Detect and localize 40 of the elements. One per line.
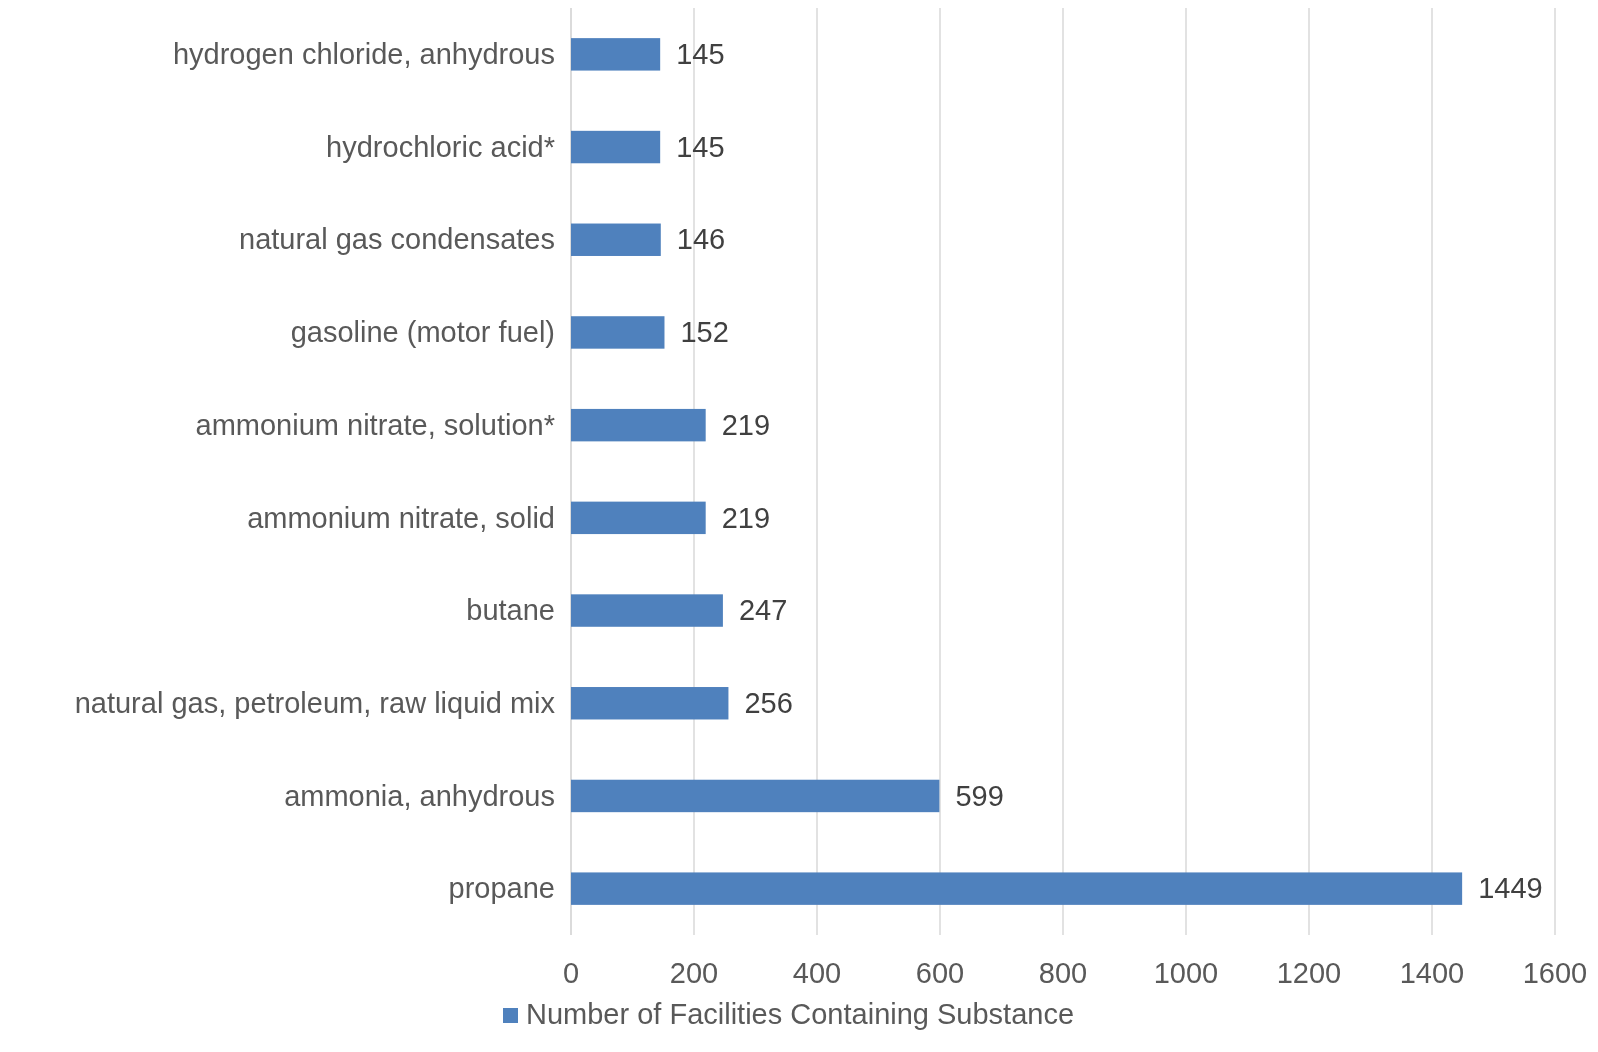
x-tick-label: 400 bbox=[792, 957, 842, 989]
x-tick-label: 600 bbox=[915, 957, 965, 989]
bar bbox=[571, 316, 665, 349]
bar bbox=[571, 779, 940, 813]
legend-label: Number of Facilities Containing Substance bbox=[526, 997, 1075, 1030]
y-tick-label: ammonia, anhydrous bbox=[284, 779, 555, 812]
x-tick-label: 1600 bbox=[1522, 957, 1588, 989]
data-label: 152 bbox=[680, 316, 729, 349]
x-tick-label: 1200 bbox=[1276, 957, 1342, 989]
bar bbox=[571, 408, 706, 442]
bar bbox=[571, 594, 723, 627]
bar bbox=[571, 223, 661, 256]
x-tick-label: 0 bbox=[562, 957, 580, 989]
bar bbox=[571, 501, 706, 535]
data-label: 146 bbox=[676, 223, 726, 256]
x-tick-label: 800 bbox=[1038, 957, 1088, 989]
y-tick-label: propane bbox=[448, 872, 555, 905]
y-tick-label: hydrogen chloride, anhydrous bbox=[172, 38, 555, 71]
y-tick-label: hydrochloric acid* bbox=[326, 130, 555, 163]
bar bbox=[571, 687, 729, 720]
x-tick-label: 200 bbox=[669, 957, 719, 989]
y-tick-label: butane bbox=[466, 594, 555, 627]
y-tick-label: ammonium nitrate, solution* bbox=[195, 408, 555, 441]
bar bbox=[571, 872, 1463, 905]
y-tick-label: gasoline (motor fuel) bbox=[290, 316, 555, 349]
data-label: 145 bbox=[676, 38, 725, 71]
y-tick-label: natural gas, petroleum, raw liquid mix bbox=[74, 686, 556, 719]
y-tick-label: natural gas condensates bbox=[239, 223, 555, 256]
data-label: 247 bbox=[738, 594, 788, 627]
data-label: 256 bbox=[744, 686, 793, 719]
data-label: 219 bbox=[721, 501, 771, 534]
x-tick-label: 1400 bbox=[1399, 957, 1465, 989]
x-tick-label: 1000 bbox=[1153, 957, 1219, 989]
data-label: 599 bbox=[955, 779, 1004, 812]
y-tick-label: ammonium nitrate, solid bbox=[247, 501, 555, 534]
bar bbox=[571, 38, 661, 71]
data-label: 1449 bbox=[1478, 872, 1543, 905]
bar bbox=[571, 130, 661, 164]
data-label: 219 bbox=[721, 408, 771, 441]
data-label: 145 bbox=[676, 130, 725, 163]
